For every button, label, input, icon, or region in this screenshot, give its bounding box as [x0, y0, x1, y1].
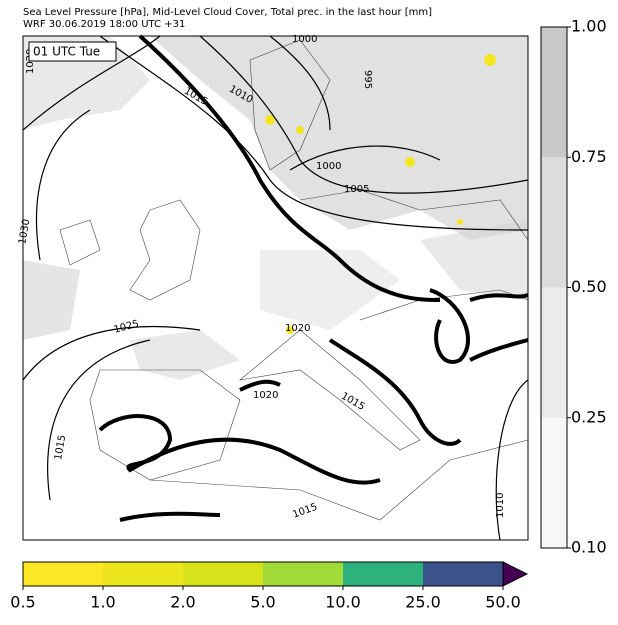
contour-label: 1020 [253, 390, 278, 401]
colorbar-tick-label: 0.75 [571, 147, 607, 166]
colorbar-segment [541, 157, 567, 288]
time-label: 01 UTC Tue [33, 45, 100, 59]
contour-label: 1000 [292, 34, 317, 45]
colorbar-tick-label: 50.0 [485, 593, 521, 612]
subtitle: WRF 30.06.2019 18:00 UTC +31 [23, 19, 185, 30]
colorbar-tick-label: 1.0 [90, 593, 115, 612]
title: Sea Level Pressure [hPa], Mid-Level Clou… [23, 7, 432, 18]
contour-label: 1030 [17, 218, 32, 245]
colorbar-tick-label: 10.0 [325, 593, 361, 612]
contour-label: 1020 [285, 323, 310, 334]
cloud-colorbar: 0.10 0.25 0.50 0.75 1.00 [540, 17, 607, 557]
colorbar-segment [103, 562, 183, 586]
colorbar-tick-label: 0.10 [571, 538, 607, 557]
colorbar-segment [23, 562, 103, 586]
colorbar-segment [541, 417, 567, 548]
colorbar-segment [423, 562, 503, 586]
isobar-1015 [98, 34, 529, 522]
precip-colorbar: 0.5 1.0 2.0 5.0 10.0 25.0 50.0 [10, 561, 529, 612]
contour-label: 995 [362, 70, 373, 89]
colorbar-tick-label: 1.00 [571, 17, 607, 36]
precip-areas [265, 54, 496, 334]
colorbar-tick-label: 5.0 [250, 593, 275, 612]
isobars [22, 35, 529, 541]
colorbar-segment [541, 27, 567, 158]
colorbar-segment [183, 562, 263, 586]
contour-label: 1015 [53, 434, 68, 461]
colorbar-tick-label: 25.0 [405, 593, 441, 612]
contour-label: 1005 [344, 184, 369, 195]
colorbar-segment [541, 287, 567, 418]
contour-label: 1000 [316, 161, 341, 172]
colorbar-segment [343, 562, 423, 586]
colorbar-tick-label: 0.5 [10, 593, 35, 612]
colorbar-tick-label: 0.25 [571, 407, 607, 426]
colorbar-tick-label: 2.0 [170, 593, 195, 612]
colorbar-tick-label: 0.50 [571, 277, 607, 296]
colorbar-extend [502, 561, 529, 587]
contour-label: 1010 [495, 493, 506, 518]
map: 1000 1015 1010 995 1000 1005 1030 1025 1… [17, 34, 529, 541]
colorbar-segment [263, 562, 343, 586]
